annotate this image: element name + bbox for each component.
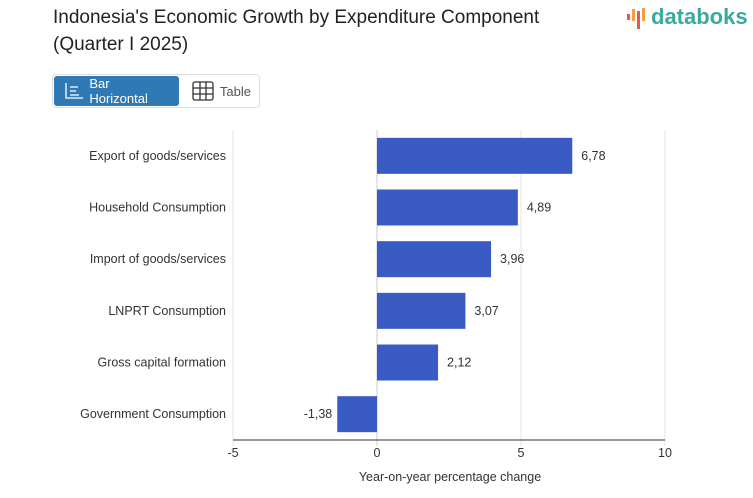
bar-horizontal-button[interactable]: Bar Horizontal — [54, 76, 179, 106]
bar-horizontal-label: Bar Horizontal — [89, 76, 148, 106]
data-label: 2,12 — [447, 356, 471, 370]
x-tick-label: -5 — [227, 446, 238, 460]
x-tick-label: 10 — [658, 446, 672, 460]
databoks-logo: databoks — [626, 4, 748, 30]
y-category-label: Export of goods/services — [89, 149, 226, 163]
table-icon — [192, 81, 214, 101]
data-label: -1,38 — [304, 407, 333, 421]
bar[interactable] — [377, 292, 466, 329]
data-label: 3,96 — [500, 252, 524, 266]
y-category-label: Import of goods/services — [90, 252, 226, 266]
bar-chart-icon — [65, 83, 83, 99]
data-label: 4,89 — [527, 201, 551, 215]
data-label: 3,07 — [474, 304, 498, 318]
y-category-label: Household Consumption — [89, 201, 226, 215]
logo-bars-icon — [627, 8, 645, 29]
y-category-label: Government Consumption — [80, 407, 226, 421]
bar[interactable] — [377, 344, 439, 381]
table-button[interactable]: Table — [180, 75, 259, 107]
x-axis-label: Year-on-year percentage change — [359, 470, 541, 484]
x-tick-label: 5 — [518, 446, 525, 460]
logo-text: databoks — [651, 4, 748, 29]
bar[interactable] — [377, 189, 518, 226]
table-label: Table — [219, 83, 251, 99]
data-label: 6,78 — [581, 149, 605, 163]
x-tick-label: 0 — [374, 446, 381, 460]
bar[interactable] — [377, 137, 573, 174]
view-toggle: Bar Horizontal Table — [52, 74, 260, 108]
bar[interactable] — [337, 396, 377, 433]
bar[interactable] — [377, 241, 492, 278]
y-category-label: LNPRT Consumption — [108, 304, 226, 318]
chart-title: Indonesia's Economic Growth by Expenditu… — [53, 7, 540, 55]
y-category-label: Gross capital formation — [97, 356, 226, 370]
